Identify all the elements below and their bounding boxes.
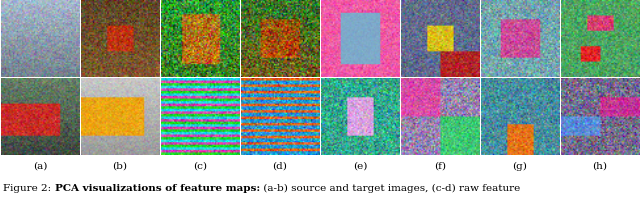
Text: (a-b) source and target images, (c-d) raw feature: (a-b) source and target images, (c-d) ra… [260,184,520,193]
Text: (g): (g) [513,162,527,171]
Text: (b): (b) [113,162,127,170]
Text: Figure 2:: Figure 2: [3,184,54,193]
Text: (e): (e) [353,162,367,170]
Text: (a): (a) [33,162,47,170]
Text: (d): (d) [273,162,287,170]
Text: PCA visualizations of feature maps:: PCA visualizations of feature maps: [54,184,260,193]
Text: (h): (h) [593,162,607,170]
Text: (f): (f) [434,162,446,170]
Text: (c): (c) [193,162,207,170]
